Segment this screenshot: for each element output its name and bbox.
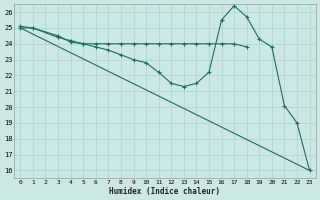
X-axis label: Humidex (Indice chaleur): Humidex (Indice chaleur) bbox=[109, 187, 220, 196]
